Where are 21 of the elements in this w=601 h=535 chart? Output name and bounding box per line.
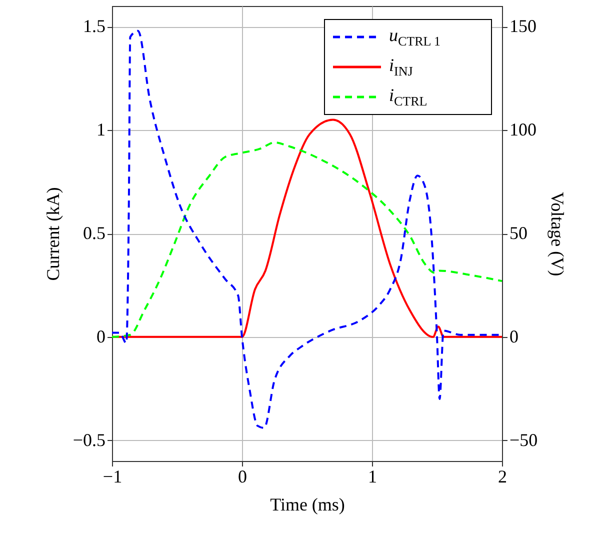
x-tick-label: 1 bbox=[368, 466, 377, 486]
line-series bbox=[112, 30, 502, 429]
y-tick-label: 1.5 bbox=[83, 16, 106, 36]
y-tick-label: 0 bbox=[96, 326, 106, 346]
y2-tick-label: 150 bbox=[510, 16, 536, 36]
y-tick-label: −0.5 bbox=[72, 430, 106, 450]
x-tick-label: 2 bbox=[498, 466, 507, 486]
x-tick-label: 0 bbox=[238, 466, 247, 486]
legend-label: u$_{CTRL 1}$ bbox=[388, 24, 442, 50]
x-tick-label: −1 bbox=[102, 466, 122, 486]
y-tick-label: 1 bbox=[96, 120, 106, 140]
y-tick-label: 0.5 bbox=[83, 223, 106, 243]
legend-label: i$_{CTRL}$ bbox=[388, 84, 428, 110]
y2-tick-label: −50 bbox=[510, 430, 538, 450]
y2-tick-label: 0 bbox=[510, 326, 518, 346]
y2-tick-label: 50 bbox=[510, 223, 528, 243]
y2-axis-title: Voltage (V) bbox=[548, 192, 568, 276]
legend-label: i$_{INJ}$ bbox=[388, 54, 414, 80]
x-axis-title: Time (ms) bbox=[270, 494, 345, 514]
y-axis-title: Current (kA) bbox=[42, 187, 63, 281]
y2-tick-label: 100 bbox=[510, 120, 536, 140]
